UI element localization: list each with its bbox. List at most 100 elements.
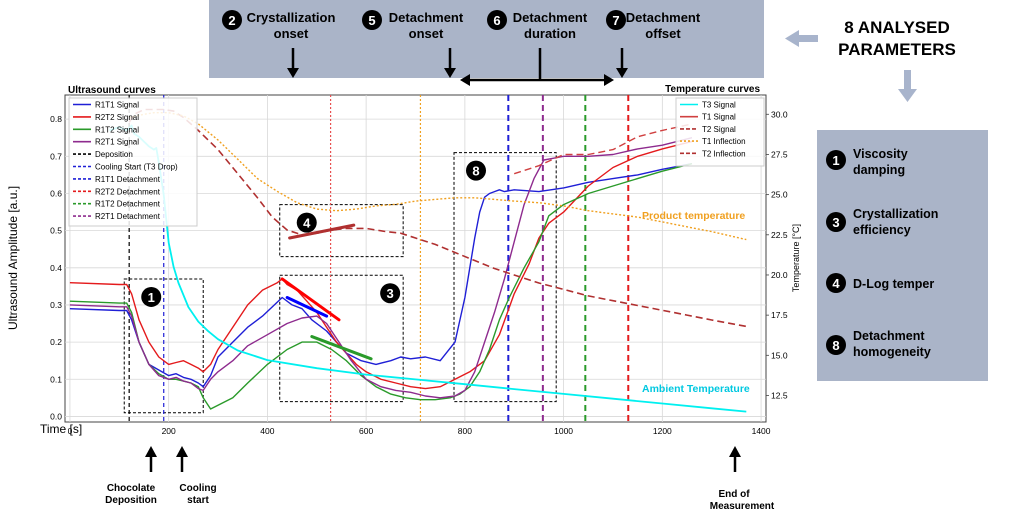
param-detachment-duration: 6 Detachment duration: [487, 10, 588, 41]
arrow-head: [785, 30, 799, 47]
legend-right: T3 Signal T1 Signal T2 Signal T1 Inflection…: [675, 97, 765, 167]
legend-label: T2 Signal: [702, 125, 736, 134]
arrow-head: [729, 446, 741, 457]
summary-badge-number: 4: [832, 276, 840, 291]
param-crystallization-onset: 2 Crystallization onset: [222, 10, 335, 41]
fit-line: [280, 277, 341, 322]
summary-item-line1: Crystallization: [853, 207, 938, 221]
summary-badge: [826, 150, 846, 170]
param-badge-number: 2: [228, 13, 235, 28]
series-line: [513, 123, 693, 175]
param-label-line2: onset: [409, 26, 444, 41]
series-line: [129, 112, 747, 241]
param-badge-number: 7: [612, 13, 619, 28]
end-of-measurement-label-line2: Measurement: [710, 501, 775, 512]
region-badge-8: [466, 160, 487, 181]
summary-arrow-left: [785, 30, 818, 47]
x-tick-label: 200: [162, 426, 176, 436]
param-label-line2: onset: [274, 26, 309, 41]
param-detachment-offset: 7 Detachment offset: [606, 10, 701, 41]
legend-label: T1 Inflection: [702, 137, 746, 146]
x-axis-label: Time [s]: [40, 422, 82, 436]
x-tick-label: 400: [260, 426, 274, 436]
param-label-line1: Detachment: [626, 10, 701, 25]
cooling-start-label-line1: Cooling: [179, 483, 216, 494]
arrow-head: [287, 68, 299, 78]
region-badge-1: [141, 286, 162, 307]
y-tick-label: 0.1: [50, 374, 62, 384]
y2-tick-label: 20.0: [771, 270, 788, 280]
y-tick-label: 0.8: [50, 114, 62, 124]
arrow-head: [616, 68, 628, 78]
region-badge-4: [296, 212, 317, 233]
arrow-head: [444, 68, 456, 78]
legend-label: R1T1 Signal: [95, 101, 139, 110]
region-badge-number: 4: [303, 216, 311, 231]
arrow-head: [460, 74, 470, 86]
legend-label: R1T2 Signal: [95, 125, 139, 134]
summary-item-line1: Viscosity: [853, 147, 908, 161]
param-label-line2: duration: [524, 26, 576, 41]
legend-label: R1T1 Detachment: [95, 175, 161, 184]
legend-label: T1 Signal: [702, 113, 736, 122]
summary-badge: [826, 212, 846, 232]
region-badge-3: [380, 283, 401, 304]
series-line: [69, 163, 693, 388]
fit-line: [310, 335, 373, 361]
series-line: [69, 137, 693, 399]
fit-line: [288, 223, 356, 240]
legend-label: T2 Inflection: [702, 149, 746, 158]
legend-label: T3 Signal: [702, 101, 736, 110]
legend-label: R2T1 Detachment: [95, 212, 161, 221]
region-badge-number: 1: [148, 290, 155, 305]
y-tick-label: 0.4: [50, 263, 62, 273]
fit-segments: [280, 223, 373, 361]
param-label-line1: Detachment: [389, 10, 464, 25]
top-parameter-panel: [209, 0, 764, 78]
y-tick-label: 0.3: [50, 300, 62, 310]
x-tick-label: 0: [68, 426, 73, 436]
param-badge-number: 6: [493, 13, 500, 28]
region-box-4: [279, 204, 404, 258]
region-badges: 1 3 4 8: [141, 160, 487, 307]
summary-item-line1: Detachment: [853, 329, 925, 343]
legend-left: R1T1 Signal R2T2 Signal R1T2 Signal R2T1 Si…: [68, 97, 198, 227]
param-label-line2: offset: [645, 26, 681, 41]
param-badge: [362, 10, 382, 30]
y2-tick-label: 17.5: [771, 310, 788, 320]
param-badge: [487, 10, 507, 30]
arrow-head: [176, 446, 188, 457]
chocolate-deposition-label-line1: Chocolate: [107, 483, 156, 494]
arrow-head: [604, 74, 614, 86]
summary-arrow-down: [898, 70, 917, 102]
y2-tick-label: 22.5: [771, 230, 788, 240]
summary-badge: [826, 273, 846, 293]
ambient-temperature-annotation: Ambient Temperature: [642, 383, 750, 395]
legend-label: R2T2 Detachment: [95, 187, 161, 196]
summary-item-line2: homogeneity: [853, 345, 931, 359]
bottom-markers: [145, 446, 741, 472]
summary-item-detachment-homogeneity: 8 Detachment homogeneity: [826, 329, 931, 359]
product-temperature-annotation: Product temperature: [642, 210, 745, 222]
summary-item-line2: damping: [853, 163, 905, 177]
legend-label: R2T2 Signal: [95, 113, 139, 122]
end-of-measurement-label-line1: End of: [718, 489, 750, 500]
y-axis-label: Ultrasound Amplitude [a.u.]: [6, 186, 20, 330]
y2-tick-label: 25.0: [771, 190, 788, 200]
y2-axis-label: Temperature [°C]: [791, 224, 801, 292]
summary-title-line2: PARAMETERS: [838, 40, 956, 59]
y2-tick-label: 15.0: [771, 350, 788, 360]
y-tick-label: 0.0: [50, 411, 62, 421]
region-box-3: [279, 274, 404, 403]
summary-item-line2: efficiency: [853, 223, 911, 237]
summary-panel: [817, 130, 988, 381]
region-badge-number: 3: [387, 286, 394, 301]
param-label-line1: Crystallization: [247, 10, 336, 25]
y-tick-label: 0.5: [50, 226, 62, 236]
legend-label: Cooling Start (T3 Drop): [95, 163, 178, 172]
legend-label: R1T2 Detachment: [95, 200, 161, 209]
summary-badge-number: 3: [832, 215, 839, 230]
summary-badge-number: 8: [832, 338, 839, 353]
y-tick-label: 0.6: [50, 188, 62, 198]
ticks: 0 200 400 600 800 1000 1200 1400 0.0 0.1 0.2 0.3 0.4…: [50, 109, 788, 436]
